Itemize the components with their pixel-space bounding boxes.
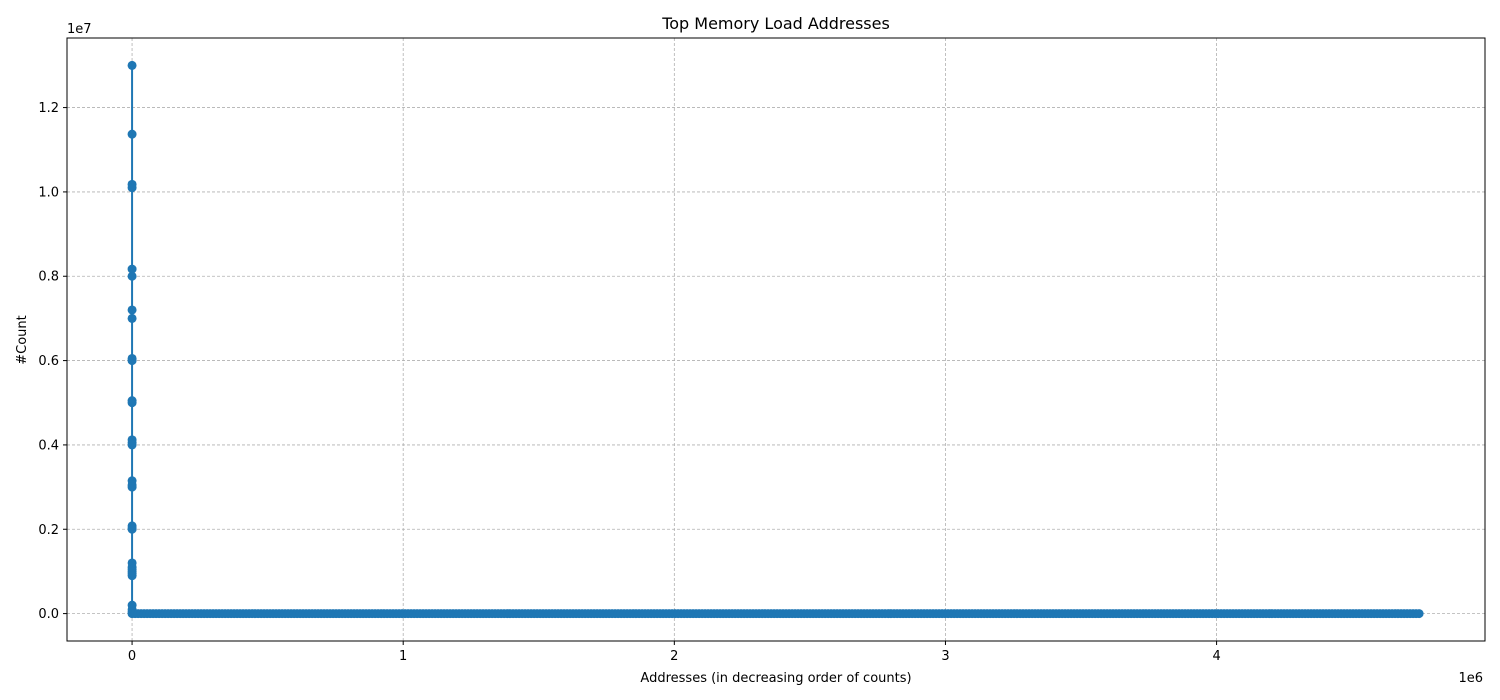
data-point [127,440,137,450]
data-point [127,313,137,323]
y-tick-label: 1.2 [38,101,59,116]
data-point-tail [1414,609,1424,619]
x-tick-label: 2 [670,649,678,664]
ticks: 0 1 2 3 4 0.0 0.2 0.4 0.6 0.8 1.0 1.2 [38,101,1220,664]
data-point [127,60,137,70]
y-axis-label: #Count [15,315,30,365]
data-point [127,482,137,492]
data-point [127,305,137,315]
y-tick-label: 0.8 [38,270,59,285]
data-point [127,356,137,366]
data-point [127,129,137,139]
data-point [127,571,137,581]
chart-title: Top Memory Load Addresses [661,14,890,33]
x-offset-label: 1e6 [1458,671,1483,686]
data-point [127,271,137,281]
y-tick-label: 0.2 [38,523,59,538]
plot-frame [66,37,1486,642]
y-tick-label: 0.4 [38,438,59,453]
data-point [127,183,137,193]
y-tick-label: 1.0 [38,185,59,200]
y-tick-label: 0.6 [38,354,59,369]
series-layer [127,60,1424,619]
x-tick-label: 3 [941,649,949,664]
data-point [127,398,137,408]
y-tick-label: 0.0 [38,607,59,622]
x-tick-label: 4 [1212,649,1220,664]
x-tick-label: 1 [399,649,407,664]
x-tick-label: 0 [128,649,136,664]
data-point [127,524,137,534]
y-offset-label: 1e7 [67,22,92,37]
data-point [127,264,137,274]
x-axis-label: Addresses (in decreasing order of counts… [640,671,911,686]
